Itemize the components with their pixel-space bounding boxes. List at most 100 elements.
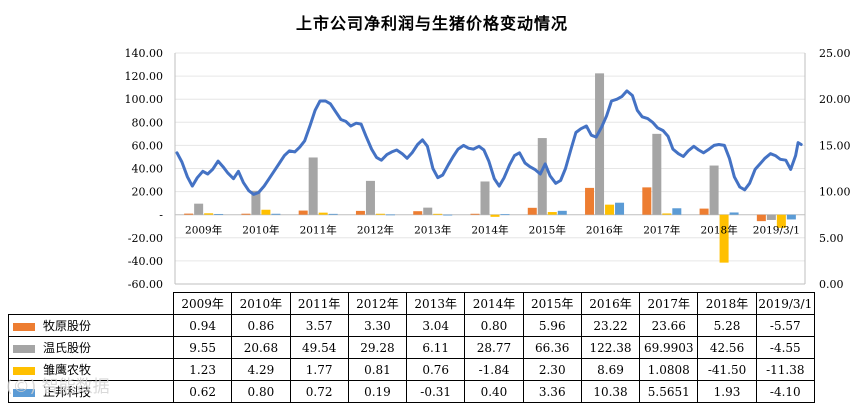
category-label: 2009年 bbox=[185, 224, 222, 237]
left-tick-label: 40.00 bbox=[132, 163, 164, 176]
legend-swatch bbox=[13, 322, 35, 331]
category-label: 2018年 bbox=[700, 224, 737, 237]
category-label: 2016年 bbox=[586, 224, 623, 237]
table-cell: 0.72 bbox=[289, 380, 349, 403]
table-cell: 23.22 bbox=[580, 314, 641, 337]
bar-牧原股份-2013年 bbox=[413, 211, 423, 215]
table-cell: 3.30 bbox=[347, 314, 408, 337]
table-header-cell: 2019/3/1 bbox=[755, 292, 815, 315]
right-tick-label: 20.00 bbox=[819, 93, 851, 106]
series-name: 正邦科技 bbox=[43, 385, 92, 399]
table-cell: 3.57 bbox=[289, 314, 349, 337]
bar-温氏股份-2013年 bbox=[423, 207, 433, 215]
bar-牧原股份-2016年 bbox=[585, 187, 595, 215]
bar-雏鹰农牧-2011年 bbox=[318, 212, 328, 215]
table-cell: 0.40 bbox=[464, 380, 524, 403]
bar-正邦科技-2013年 bbox=[443, 214, 453, 216]
left-tick-label: -60.00 bbox=[128, 278, 163, 291]
bar-雏鹰农牧-2009年 bbox=[204, 213, 214, 215]
bar-牧原股份-2015年 bbox=[527, 207, 537, 215]
table-cell: 1.77 bbox=[289, 358, 349, 381]
bar-温氏股份-2014年 bbox=[480, 181, 490, 215]
table-cell: 4.29 bbox=[231, 358, 291, 381]
table-cell: 23.66 bbox=[639, 314, 699, 337]
table-row: 牧原股份 0.94 0.86 3.57 3.30 3.04 0.80 5.96 23.22 23.… bbox=[8, 314, 815, 337]
table-row: 雏鹰农牧 1.23 4.29 1.77 0.81 0.76 -1.84 2.30 8.69 1.0… bbox=[8, 358, 815, 381]
table-header-cell: 2013年 bbox=[406, 292, 466, 315]
table-cell: 6.11 bbox=[406, 336, 466, 359]
left-tick-label: 20.00 bbox=[132, 186, 164, 199]
right-tick-label: 15.00 bbox=[819, 139, 851, 152]
gridlines bbox=[174, 52, 806, 285]
bar-正邦科技-2010年 bbox=[271, 213, 281, 215]
chart-title: 上市公司净利润与生猪价格变动情况 bbox=[295, 14, 568, 33]
table-cell: 3.36 bbox=[522, 380, 582, 403]
bar-温氏股份-2018年 bbox=[709, 165, 719, 215]
legend-swatch bbox=[13, 366, 35, 375]
bar-雏鹰农牧-2016年 bbox=[605, 204, 615, 215]
chart-plot: 140.00 120.00 100.00 80.00 60.00 40.00 20.00 - -… bbox=[125, 47, 851, 291]
bar-正邦科技-2019/3/1 bbox=[786, 214, 796, 220]
legend-swatch bbox=[13, 344, 35, 353]
table-cell: 69.9903 bbox=[639, 336, 699, 359]
category-label: 2017年 bbox=[643, 224, 680, 237]
table-header-cell: 2015年 bbox=[522, 292, 582, 315]
bar-雏鹰农牧-2013年 bbox=[433, 213, 443, 215]
table-row: 温氏股份 9.55 20.68 49.54 29.28 6.11 28.77 66.36 122… bbox=[8, 336, 815, 359]
table-cell: -0.31 bbox=[406, 380, 466, 403]
table-cell: 20.68 bbox=[231, 336, 291, 359]
table-cell: -41.50 bbox=[697, 358, 757, 381]
bar-牧原股份-2014年 bbox=[470, 213, 480, 215]
bar-牧原股份-2019/3/1 bbox=[756, 214, 766, 222]
bars bbox=[184, 73, 796, 263]
category-label: 2015年 bbox=[529, 224, 566, 237]
series-name: 温氏股份 bbox=[43, 341, 92, 355]
table-cell: 42.56 bbox=[697, 336, 757, 359]
table-cell: -4.10 bbox=[755, 380, 815, 403]
table-cell: 49.54 bbox=[289, 336, 349, 359]
axis-ticks: 140.00 120.00 100.00 80.00 60.00 40.00 20.00 - -… bbox=[125, 47, 851, 291]
left-tick-label: -40.00 bbox=[128, 255, 163, 268]
table-cell: -5.57 bbox=[755, 314, 815, 337]
bar-雏鹰农牧-2019/3/1 bbox=[776, 214, 786, 228]
bar-牧原股份-2009年 bbox=[184, 213, 194, 215]
bar-雏鹰农牧-2014年 bbox=[490, 214, 500, 217]
table-cell: -4.55 bbox=[755, 336, 815, 359]
table-cell: 5.28 bbox=[697, 314, 757, 337]
category-label: 2010年 bbox=[242, 224, 279, 237]
bar-正邦科技-2012年 bbox=[385, 214, 395, 216]
table-header-cell: 2016年 bbox=[580, 292, 641, 315]
bar-正邦科技-2014年 bbox=[500, 214, 510, 216]
left-tick-label: 100.00 bbox=[125, 93, 164, 106]
table-cell: 1.23 bbox=[172, 358, 233, 381]
table-cell: 5.5651 bbox=[639, 380, 699, 403]
table-header-row: 2009年 2010年 2011年 2012年 2013年 2014年 2015年 2016年… bbox=[8, 292, 815, 315]
bar-正邦科技-2018年 bbox=[729, 212, 739, 215]
left-tick-label: 60.00 bbox=[132, 139, 164, 152]
watermark: (©) 智能数据 bbox=[6, 377, 110, 397]
legend-swatch bbox=[13, 388, 35, 397]
right-tick-label: 0.00 bbox=[819, 278, 844, 291]
bar-雏鹰农牧-2010年 bbox=[261, 209, 271, 215]
bar-正邦科技-2015年 bbox=[557, 210, 567, 215]
table-cell: 28.77 bbox=[464, 336, 524, 359]
table-cell: -1.84 bbox=[464, 358, 524, 381]
table-cell: 5.96 bbox=[522, 314, 582, 337]
category-label: 2012年 bbox=[357, 224, 394, 237]
table-cell: 0.81 bbox=[347, 358, 408, 381]
bar-牧原股份-2018年 bbox=[699, 208, 709, 215]
table-row: 正邦科技 0.62 0.80 0.72 0.19 -0.31 0.40 3.36 10.38 5.… bbox=[8, 380, 815, 403]
table-cell: 0.62 bbox=[172, 380, 233, 403]
right-tick-label: 25.00 bbox=[819, 47, 851, 60]
series-name: 雏鹰农牧 bbox=[43, 363, 92, 377]
table-cell: 0.94 bbox=[172, 314, 233, 337]
table-cell: 1.0808 bbox=[639, 358, 699, 381]
bar-牧原股份-2011年 bbox=[298, 210, 308, 215]
bar-温氏股份-2016年 bbox=[595, 73, 605, 215]
bar-牧原股份-2017年 bbox=[642, 187, 652, 215]
table-cell: 2.30 bbox=[522, 358, 582, 381]
table-cell: 0.80 bbox=[231, 380, 291, 403]
table-corner bbox=[8, 292, 174, 315]
bar-温氏股份-2012年 bbox=[365, 180, 375, 215]
table-cell: 8.69 bbox=[580, 358, 641, 381]
